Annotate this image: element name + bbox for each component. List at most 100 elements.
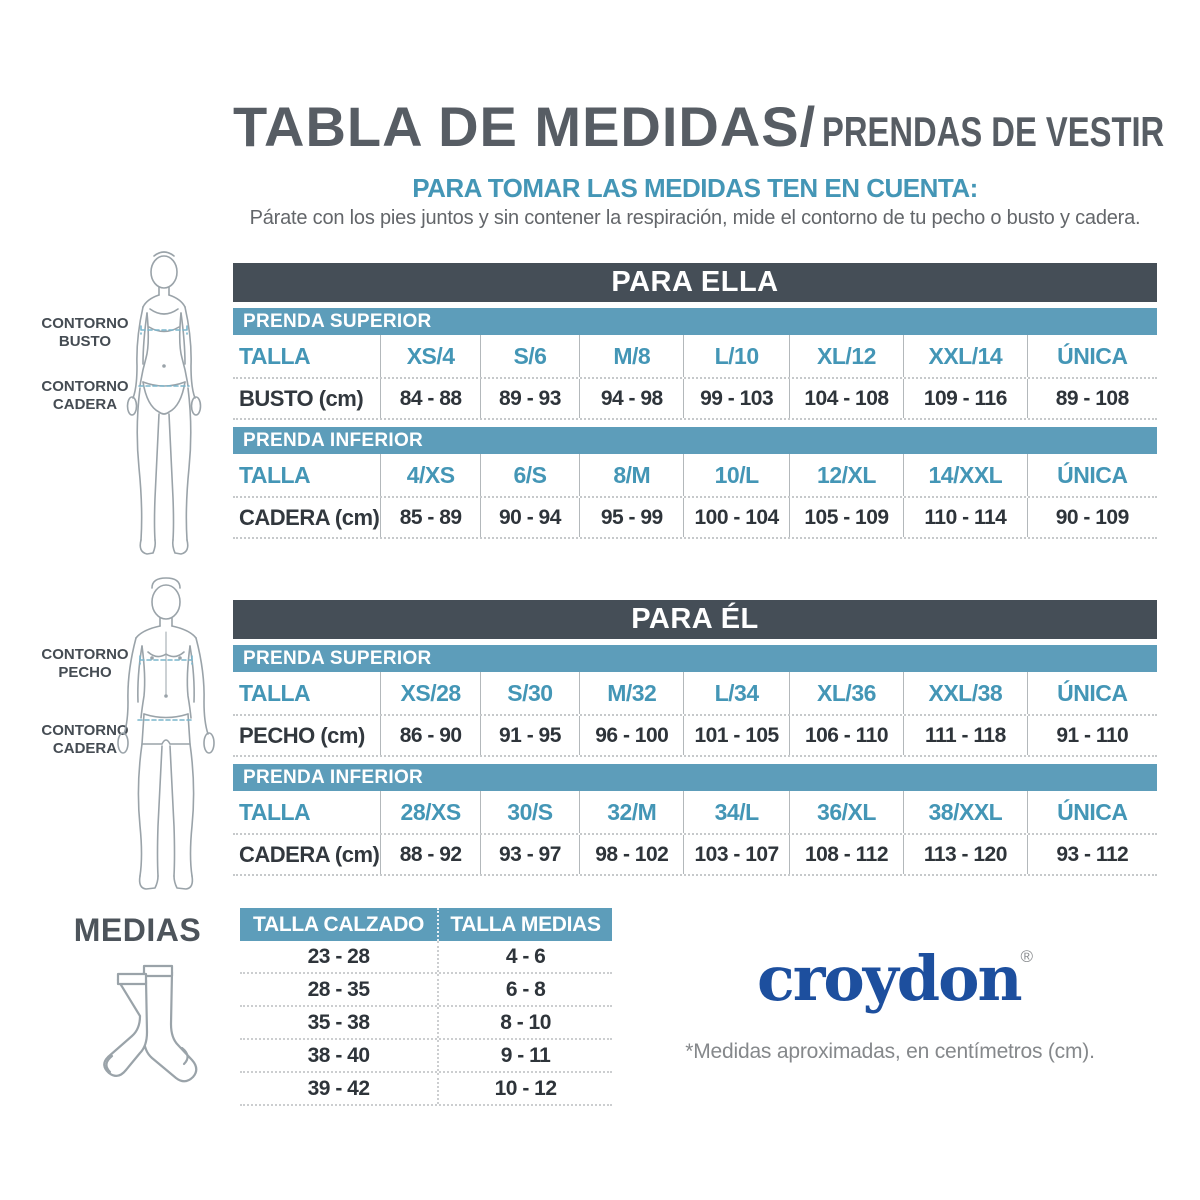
measure-cell: 109 - 116 <box>903 379 1026 418</box>
table-title-bar-el: PARA ÉL <box>233 600 1157 639</box>
female-figure-illustration <box>98 246 230 562</box>
size-cell: 34/L <box>683 791 788 833</box>
measure-cell: 106 - 110 <box>788 716 903 755</box>
measure-cell: 95 - 99 <box>579 498 683 537</box>
section-bar-ella-superior: PRENDA SUPERIOR <box>233 308 1157 335</box>
medias-row: 39 - 42 10 - 12 <box>240 1073 612 1106</box>
measure-cell: 94 - 98 <box>579 379 683 418</box>
male-figure-illustration <box>92 574 240 896</box>
sock-size-cell: 4 - 6 <box>437 941 612 972</box>
size-row-label: TALLA <box>239 342 311 369</box>
page-title-suffix: PRENDAS DE VESTIR <box>822 108 1165 155</box>
size-header-row: TALLA XS/28 S/30 M/32 L/34 XL/36 XXL/38 … <box>233 672 1157 716</box>
shoe-size-cell: 35 - 38 <box>307 1010 370 1034</box>
size-cell: 4/XS <box>380 454 479 496</box>
instruction-text: Párate con los pies juntos y sin contene… <box>249 207 1141 229</box>
size-cell: 12/XL <box>788 454 903 496</box>
size-cell: L/34 <box>683 672 788 714</box>
registered-trademark-icon: ® <box>1020 947 1034 966</box>
sock-size-cell: 10 - 12 <box>437 1073 612 1104</box>
size-cell: ÚNICA <box>1026 672 1157 714</box>
size-cell: XS/28 <box>380 672 479 714</box>
section-bar-ella-inferior: PRENDA INFERIOR <box>233 427 1157 454</box>
section-bar-el-superior: PRENDA SUPERIOR <box>233 645 1157 672</box>
measure-row-label: PECHO (cm) <box>239 722 365 748</box>
shoe-size-cell: 28 - 35 <box>307 977 370 1001</box>
male-hip-label: CONTORNO CADERA <box>41 722 129 757</box>
size-cell: S/6 <box>479 335 579 377</box>
measure-cell: 105 - 109 <box>788 498 903 537</box>
size-cell: XL/12 <box>788 335 903 377</box>
size-cell: M/8 <box>579 335 683 377</box>
measure-row: CADERA (cm) 85 - 89 90 - 94 95 - 99 100 … <box>233 498 1157 539</box>
medias-row: 23 - 28 4 - 6 <box>240 941 612 974</box>
measure-cell: 88 - 92 <box>380 835 479 874</box>
size-cell: 8/M <box>579 454 683 496</box>
size-cell: 38/XXL <box>903 791 1026 833</box>
size-cell: 32/M <box>579 791 683 833</box>
medias-row: 35 - 38 8 - 10 <box>240 1007 612 1040</box>
measure-cell: 100 - 104 <box>683 498 788 537</box>
size-header-row: TALLA 28/XS 30/S 32/M 34/L 36/XL 38/XXL … <box>233 791 1157 835</box>
female-bust-label: CONTORNO BUSTO <box>41 315 129 350</box>
size-cell: 30/S <box>479 791 579 833</box>
socks-icon <box>92 958 202 1108</box>
medias-col-header: TALLA CALZADO <box>253 912 425 936</box>
measure-row-label: BUSTO (cm) <box>239 385 364 411</box>
size-cell: L/10 <box>683 335 788 377</box>
medias-row: 28 - 35 6 - 8 <box>240 974 612 1007</box>
size-cell: ÚNICA <box>1026 335 1157 377</box>
measure-cell: 91 - 110 <box>1026 716 1157 755</box>
size-cell: S/30 <box>479 672 579 714</box>
page-title-main: TABLA DE MEDIDAS/ <box>233 95 817 158</box>
measure-cell: 99 - 103 <box>683 379 788 418</box>
measure-cell: 91 - 95 <box>479 716 579 755</box>
male-chest-label: CONTORNO PECHO <box>41 646 129 681</box>
measure-cell: 93 - 97 <box>479 835 579 874</box>
measure-cell: 89 - 108 <box>1026 379 1157 418</box>
measure-cell: 90 - 109 <box>1026 498 1157 537</box>
medias-section-label: MEDIAS <box>73 912 202 948</box>
measure-cell: 113 - 120 <box>903 835 1026 874</box>
measure-row: BUSTO (cm) 84 - 88 89 - 93 94 - 98 99 - … <box>233 379 1157 420</box>
table-para-ella: PARA ELLA PRENDA SUPERIOR TALLA XS/4 S/6… <box>233 263 1157 546</box>
shoe-size-cell: 39 - 42 <box>307 1076 370 1100</box>
size-row-label: TALLA <box>239 461 311 488</box>
page-title: TABLA DE MEDIDAS/PRENDAS DE VESTIR <box>233 94 1164 159</box>
medias-size-table: TALLA CALZADO TALLA MEDIAS 23 - 28 4 - 6… <box>240 908 612 1106</box>
measurements-footnote: *Medidas aproximadas, en centímetros (cm… <box>685 1040 1095 1063</box>
sock-size-cell: 8 - 10 <box>437 1007 612 1038</box>
medias-col-header: TALLA MEDIAS <box>437 908 612 941</box>
measure-cell: 101 - 105 <box>683 716 788 755</box>
brand-logo: croydon® <box>756 942 1034 1015</box>
size-cell: 6/S <box>479 454 579 496</box>
measure-row-label: CADERA (cm) <box>239 504 380 530</box>
size-header-row: TALLA XS/4 S/6 M/8 L/10 XL/12 XXL/14 ÚNI… <box>233 335 1157 379</box>
section-bar-el-inferior: PRENDA INFERIOR <box>233 764 1157 791</box>
size-row-label: TALLA <box>239 679 311 706</box>
measure-cell: 110 - 114 <box>903 498 1026 537</box>
measure-cell: 90 - 94 <box>479 498 579 537</box>
measure-cell: 84 - 88 <box>380 379 479 418</box>
measure-cell: 85 - 89 <box>380 498 479 537</box>
sock-size-cell: 9 - 11 <box>437 1040 612 1071</box>
measure-row-label: CADERA (cm) <box>239 841 380 867</box>
table-para-el: PARA ÉL PRENDA SUPERIOR TALLA XS/28 S/30… <box>233 600 1157 883</box>
size-cell: XXL/14 <box>903 335 1026 377</box>
measure-row: CADERA (cm) 88 - 92 93 - 97 98 - 102 103… <box>233 835 1157 876</box>
size-cell: XXL/38 <box>903 672 1026 714</box>
size-header-row: TALLA 4/XS 6/S 8/M 10/L 12/XL 14/XXL ÚNI… <box>233 454 1157 498</box>
sock-size-cell: 6 - 8 <box>437 974 612 1005</box>
measure-cell: 104 - 108 <box>788 379 903 418</box>
female-hip-label: CONTORNO CADERA <box>41 378 129 413</box>
measure-cell: 98 - 102 <box>579 835 683 874</box>
shoe-size-cell: 38 - 40 <box>307 1043 370 1067</box>
measure-row: PECHO (cm) 86 - 90 91 - 95 96 - 100 101 … <box>233 716 1157 757</box>
size-cell: ÚNICA <box>1026 454 1157 496</box>
size-cell: M/32 <box>579 672 683 714</box>
measure-cell: 111 - 118 <box>903 716 1026 755</box>
size-cell: 28/XS <box>380 791 479 833</box>
medias-row: 38 - 40 9 - 11 <box>240 1040 612 1073</box>
size-cell: ÚNICA <box>1026 791 1157 833</box>
